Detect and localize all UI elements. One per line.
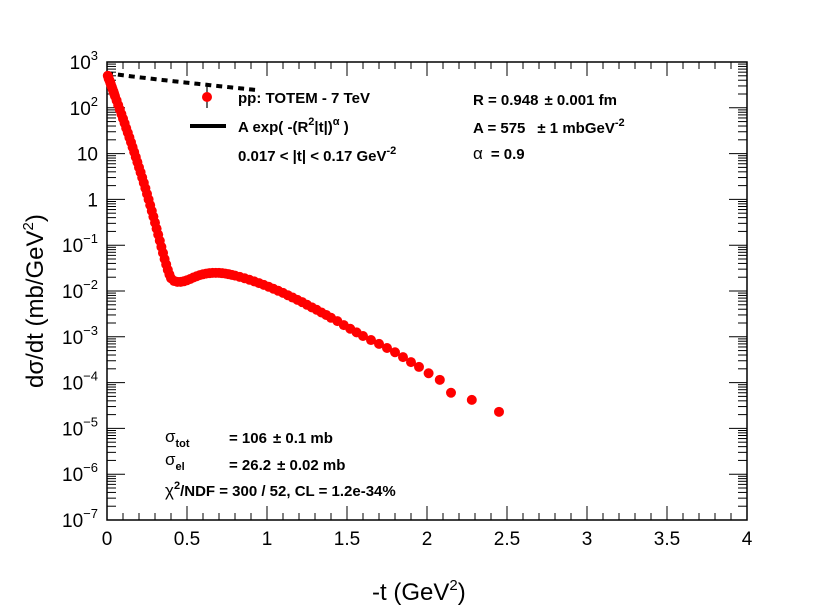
fit-param-alpha: α = 0.9 (473, 144, 525, 163)
y-tick-label: 10−6 (62, 460, 98, 486)
y-tick-label: 1 (87, 190, 98, 211)
x-tick-label: 2 (422, 529, 433, 550)
y-axis-title: dσ/dt (mb/GeV2) (20, 214, 49, 388)
data-point (414, 361, 424, 372)
data-point (358, 331, 368, 342)
y-tick-label: 10−1 (62, 231, 98, 257)
x-tick-label: 3.5 (654, 529, 680, 550)
y-tick-label: 10 (77, 145, 98, 166)
data-point (374, 338, 384, 349)
x-axis-title: -t (GeV2) (372, 577, 466, 606)
sigma-el-symbol: σel (165, 450, 185, 473)
y-tick-label: 10−3 (62, 323, 98, 349)
data-points (102, 70, 504, 417)
cross-sections: σtot = 106 ± 0.1 mb σel = 26.2 ± 0.02 mb χ… (165, 427, 396, 500)
data-point (434, 374, 445, 385)
data-point (446, 387, 456, 398)
y-tick-label: 10−2 (62, 277, 98, 303)
x-tick-label: 3 (582, 529, 593, 550)
x-tick-label: 0 (102, 529, 113, 550)
legend-fit-label: A exp( -(R2|t|)α ) (238, 116, 349, 136)
fit-param-R: R = 0.948 ± 0.001 fm (473, 92, 617, 109)
y-tick-label: 102 (70, 94, 98, 120)
data-point (390, 347, 400, 358)
legend-data-label: pp: TOTEM - 7 TeV (238, 90, 370, 107)
x-tick-label: 0.5 (174, 529, 200, 550)
data-point (466, 394, 477, 405)
data-point (366, 335, 376, 346)
fit-param-A: A = 575 ± 1 mbGeV-2 (473, 117, 625, 137)
fit-parameters: R = 0.948 ± 0.001 fm A = 575 ± 1 mbGeV-2 α… (473, 92, 625, 163)
x-tick-label: 4 (742, 529, 753, 550)
y-tick-label: 103 (70, 48, 98, 74)
x-tick-label: 2.5 (494, 529, 520, 550)
legend-data-marker (202, 92, 212, 102)
data-point (398, 352, 408, 363)
sigma-el-value: = 26.2 ± 0.02 mb (229, 457, 345, 474)
x-tick-label: 1 (262, 529, 273, 550)
data-point (382, 342, 392, 353)
legend: pp: TOTEM - 7 TeV A exp( -(R2|t|)α ) 0.0… (190, 86, 396, 165)
x-tick-label: 1.5 (334, 529, 360, 550)
data-point (406, 357, 416, 368)
fit-curve (106, 71, 258, 93)
sigma-tot-value: = 106 ± 0.1 mb (229, 430, 333, 447)
plot-frame (106, 61, 748, 521)
y-tick-label: 10−4 (62, 369, 98, 395)
minor-ticks (107, 62, 747, 520)
chi2-ndf: χ2/NDF = 300 / 52, CL = 1.2e-34% (165, 480, 396, 500)
y-tick-label: 10−7 (62, 506, 98, 532)
sigma-tot-symbol: σtot (165, 427, 190, 450)
data-point (494, 406, 504, 417)
x-tick-labels: 0 0.5 1 1.5 2 2.5 3 3.5 4 (102, 529, 753, 550)
major-ticks (106, 61, 748, 521)
fit-line (106, 71, 258, 93)
legend-fit-range: 0.017 < |t| < 0.17 GeV-2 (238, 145, 396, 165)
y-tick-label: 10−5 (62, 414, 98, 440)
data-point (423, 368, 434, 379)
